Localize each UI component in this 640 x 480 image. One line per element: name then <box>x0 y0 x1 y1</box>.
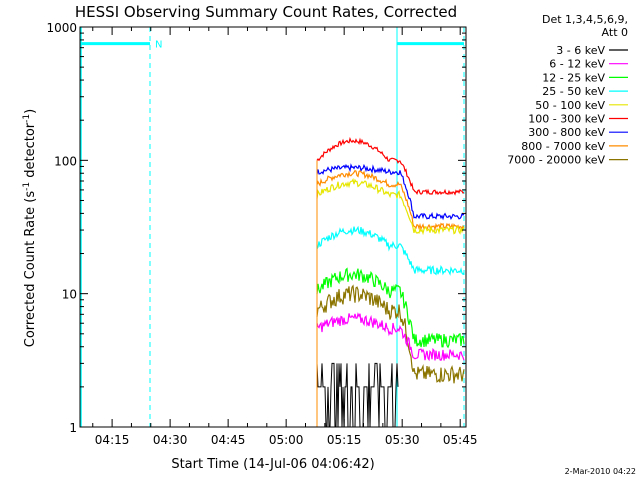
timestamp-footer: 2-Mar-2010 04:22 <box>564 467 636 476</box>
x-tick-label: 05:45 <box>443 433 478 447</box>
x-tick-label: 04:30 <box>153 433 188 447</box>
series-3-6keV-line <box>316 362 399 428</box>
legend-entry-label: 3 - 6 keV <box>556 44 605 57</box>
legend-entry-label: 7000 - 20000 keV <box>507 154 605 167</box>
legend-entry-label: 800 - 7000 keV <box>521 140 605 153</box>
x-tick-label: 05:30 <box>385 433 420 447</box>
x-tick-label: 04:15 <box>95 433 130 447</box>
x-tick-label: 05:00 <box>269 433 304 447</box>
series-100-300keV-line <box>316 136 465 196</box>
y-tick-label: 100 <box>54 154 77 168</box>
legend-title: Att 0 <box>602 26 628 39</box>
legend-entry-label: 100 - 300 keV <box>528 113 605 126</box>
legend-entry-label: 6 - 12 keV <box>549 58 605 71</box>
svg-text:Corrected Count Rate (s-1 dete: Corrected Count Rate (s-1 detector-1) <box>22 109 38 347</box>
series-6-12keV-line <box>316 312 465 362</box>
series-50-100keV-line <box>316 177 465 236</box>
series-25-50keV-line <box>316 225 465 276</box>
x-tick-label: 04:45 <box>211 433 246 447</box>
x-axis-label: Start Time (14-Jul-06 04:06:42) <box>171 457 374 472</box>
legend-entry-label: 300 - 800 keV <box>528 126 605 139</box>
series-12-25keV-line <box>316 267 465 349</box>
y-tick-label: 1 <box>69 421 77 435</box>
legend-entry-label: 25 - 50 keV <box>542 85 605 98</box>
y-tick-label: 1000 <box>46 21 77 35</box>
series-300-800keV-line <box>316 163 465 221</box>
x-tick-label: 05:15 <box>327 433 362 447</box>
y-tick-label: 10 <box>62 288 77 302</box>
chart-title: HESSI Observing Summary Count Rates, Cor… <box>75 3 457 21</box>
plot-frame <box>79 26 467 428</box>
y-axis-label: Corrected Count Rate (s-1 detector-1) <box>22 109 38 347</box>
series-7000-20000keV-line <box>316 284 465 384</box>
legend-entry-label: 12 - 25 keV <box>542 71 605 84</box>
legend-title: Det 1,3,4,5,6,9, <box>542 13 628 26</box>
night-marker-label: N <box>155 40 162 51</box>
series-800-7000keV-line <box>316 169 465 232</box>
legend-entry-label: 50 - 100 keV <box>535 99 605 112</box>
